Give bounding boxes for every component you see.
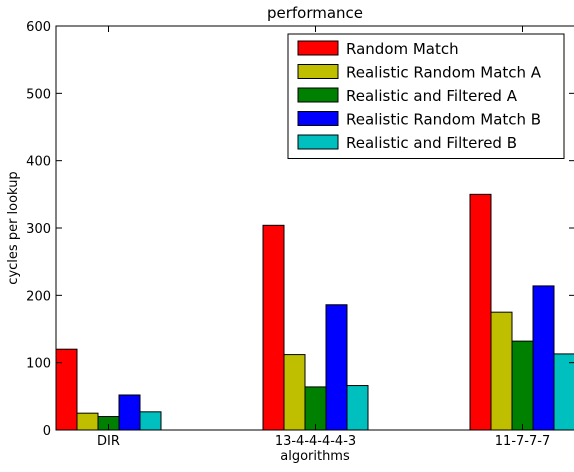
legend-label: Random Match [346, 40, 459, 58]
y-axis-label: cycles per lookup [6, 171, 21, 284]
bar-2-2 [511, 340, 534, 431]
legend-swatch [297, 87, 339, 103]
x-tick-label: 13-4-4-4-4-3 [275, 434, 356, 449]
bar-2-1 [304, 386, 327, 431]
bar-3-1 [325, 304, 348, 431]
y-tick-label: 100 [26, 357, 51, 372]
legend-swatch [297, 111, 339, 126]
x-tick-label: 11-7-7-7 [495, 434, 550, 449]
y-tick-label: 300 [26, 222, 51, 237]
bars-layer [55, 193, 574, 431]
legend-swatch [297, 64, 339, 79]
bar-1-2 [490, 311, 513, 431]
legend-label: Realistic and Filtered A [346, 87, 518, 105]
legend: Random Match Realistic Random Match A Real… [287, 33, 565, 159]
chart-title: performance [267, 4, 363, 22]
plot-frame [55, 25, 574, 431]
bar-0-2 [469, 193, 492, 431]
bar-4-2 [553, 353, 574, 431]
y-tick-label: 500 [26, 87, 51, 102]
legend-label: Realistic Random Match A [346, 64, 542, 82]
legend-label: Realistic Random Match B [346, 111, 541, 129]
y-tick-label: 400 [26, 155, 51, 170]
y-tick-label: 0 [43, 424, 51, 439]
x-axis-label: algorithms [280, 449, 350, 464]
bar-0-1 [262, 224, 285, 431]
y-tick-label: 200 [26, 289, 51, 304]
legend-swatch [297, 134, 339, 150]
bar-1-1 [283, 354, 306, 431]
bar-4-0 [139, 411, 162, 431]
bar-1-0 [76, 412, 99, 431]
x-tick-label: DIR [97, 434, 120, 449]
legend-label: Realistic and Filtered B [346, 134, 517, 152]
bar-4-1 [346, 385, 369, 431]
bar-3-0 [118, 394, 141, 431]
bar-3-2 [532, 285, 555, 431]
bar-0-0 [55, 348, 78, 431]
y-tick-label: 600 [26, 20, 51, 35]
legend-swatch [297, 40, 339, 56]
